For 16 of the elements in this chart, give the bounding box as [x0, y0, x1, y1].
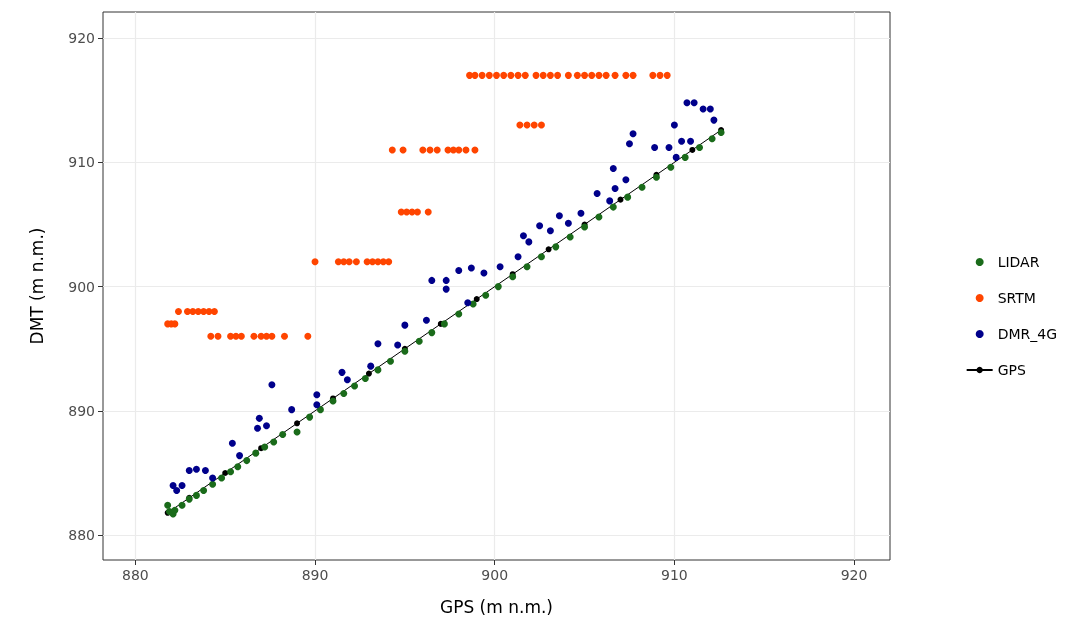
y-tick-label: 920 [68, 30, 95, 47]
legend-label: GPS [997, 362, 1026, 378]
legend-label: SRTM [997, 290, 1036, 306]
x-tick-label: 890 [301, 567, 329, 583]
y-tick-label: 900 [68, 278, 95, 295]
x-tick-label: 880 [121, 567, 149, 583]
x-tick-label: 920 [840, 567, 868, 583]
x-tick-label: 910 [661, 567, 688, 583]
y-axis-title: DMT (m n.m.) [26, 227, 47, 345]
y-tick-label: 880 [68, 527, 95, 544]
x-tick-label: 900 [481, 567, 509, 583]
y-tick-label: 890 [68, 402, 95, 419]
x-axis-title: GPS (m n.m.) [440, 596, 553, 617]
y-tick-label: 910 [68, 154, 95, 171]
legend-label: LIDAR [997, 254, 1040, 270]
legend-label: DMR_4G [997, 326, 1057, 342]
